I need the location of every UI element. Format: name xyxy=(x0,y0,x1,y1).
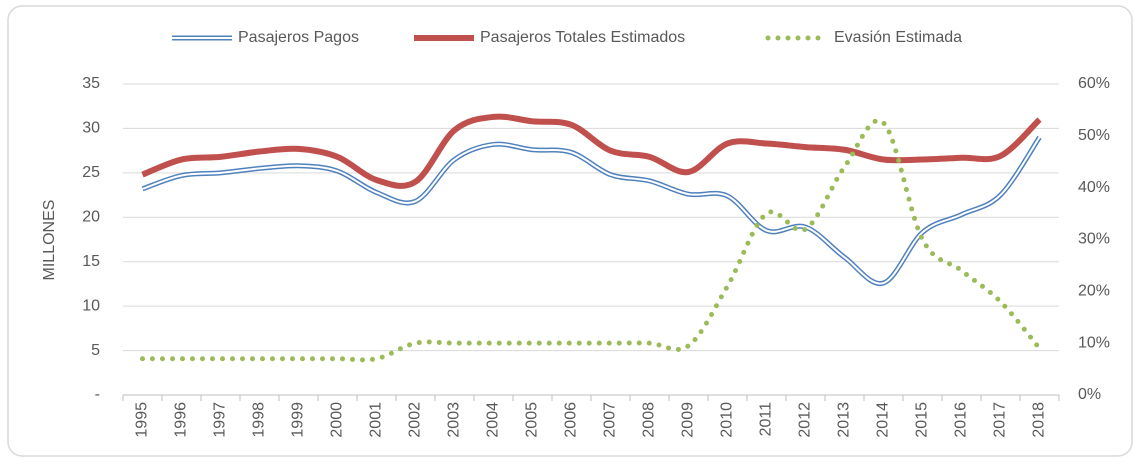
y-axis-title: MILLONES xyxy=(41,200,58,281)
x-tick-label: 1998 xyxy=(251,402,268,438)
x-tick-label: 2016 xyxy=(953,402,970,438)
x-tick-label: 2012 xyxy=(797,402,814,438)
legend-label: Pasajeros Pagos xyxy=(238,29,359,46)
y-tick-label: - xyxy=(95,386,100,403)
line xyxy=(140,118,1042,363)
x-tick-label: 2011 xyxy=(758,402,775,437)
line-inner xyxy=(142,136,1041,285)
y-tick-label: 30 xyxy=(82,120,100,137)
x-tick-label: 1999 xyxy=(290,402,307,438)
x-tick-label: 2003 xyxy=(446,402,463,438)
x-tick-label: 2008 xyxy=(641,402,658,438)
x-tick-label: 2018 xyxy=(1031,402,1048,438)
x-tick-label: 2005 xyxy=(524,402,541,438)
x-tick-label: 2004 xyxy=(485,402,502,438)
y-tick-label: 35 xyxy=(82,75,100,92)
x-tick-label: 2013 xyxy=(836,402,853,438)
x-tick-label: 2015 xyxy=(914,402,931,438)
legend-label: Evasión Estimada xyxy=(834,29,962,46)
x-tick-label: 1997 xyxy=(212,402,229,438)
y-tick-label: 25 xyxy=(82,164,100,181)
x-tick-label: 2017 xyxy=(992,402,1009,438)
x-tick-label: 2014 xyxy=(875,402,892,438)
x-tick-label: 2007 xyxy=(602,402,619,438)
y2-tick-label: 60% xyxy=(1078,75,1110,92)
y2-tick-label: 10% xyxy=(1078,334,1110,351)
chart-border xyxy=(7,5,1133,457)
y-tick-label: 10 xyxy=(82,297,100,314)
y-tick-label: 20 xyxy=(82,209,100,226)
line xyxy=(141,113,1042,189)
x-tick-label: 1995 xyxy=(134,402,151,438)
y-tick-label: 5 xyxy=(91,342,100,359)
y-tick-label: 15 xyxy=(82,253,100,270)
x-tick-label: 2002 xyxy=(407,402,424,438)
x-tick-label: 2010 xyxy=(719,402,736,438)
y2-tick-label: 0% xyxy=(1078,386,1101,403)
y2-tick-label: 20% xyxy=(1078,283,1110,300)
x-tick-label: 2009 xyxy=(680,402,697,438)
y2-tick-label: 30% xyxy=(1078,231,1110,248)
x-tick-label: 1996 xyxy=(173,402,190,438)
x-tick-label: 2006 xyxy=(563,402,580,438)
y2-tick-label: 50% xyxy=(1078,127,1110,144)
y2-tick-label: 40% xyxy=(1078,179,1110,196)
x-tick-label: 2001 xyxy=(368,402,385,438)
x-tick-label: 2000 xyxy=(329,402,346,438)
legend-label: Pasajeros Totales Estimados xyxy=(480,29,685,46)
